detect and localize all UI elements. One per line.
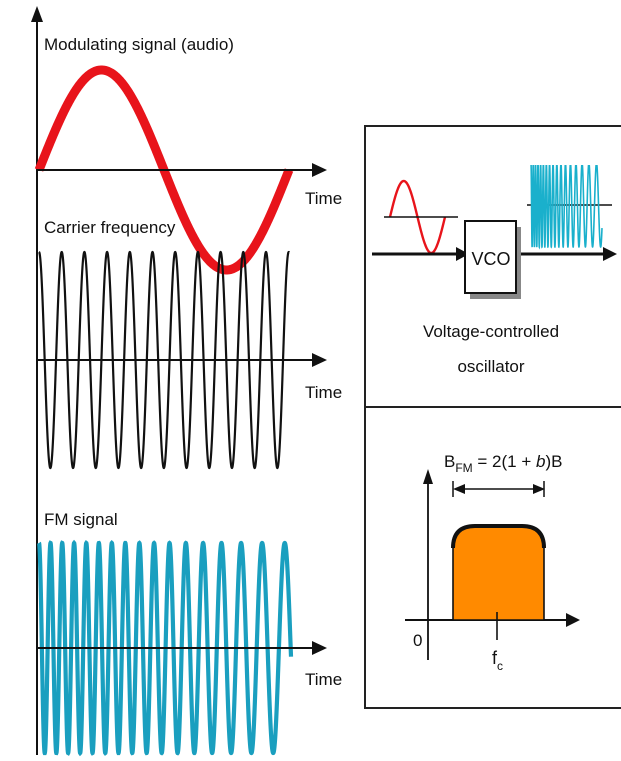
fm-signal-plot: FM signal Time	[37, 510, 342, 757]
fm-signal-label: FM signal	[44, 510, 118, 529]
vco-panel: VCO Voltage-controlled oscillator	[372, 165, 617, 376]
carrier-signal-plot: Carrier frequency Time	[37, 218, 342, 470]
right-panel-border	[364, 125, 621, 709]
vertical-axis-arrowhead	[31, 6, 43, 22]
modulating-signal-label: Modulating signal (audio)	[44, 35, 234, 54]
spectrum-horizontal-arrowhead	[566, 613, 580, 627]
carrier-waveform	[38, 250, 290, 470]
spectrum-panel: BFM = 2(1 + b)B fc 0	[405, 452, 580, 673]
modulating-time-arrowhead	[312, 163, 327, 177]
carrier-signal-label: Carrier frequency	[44, 218, 176, 237]
formula-b: B	[444, 452, 455, 471]
bandwidth-left-arrowhead	[453, 484, 465, 494]
bandwidth-formula: BFM = 2(1 + b)B	[444, 452, 562, 475]
vco-box-label: VCO	[471, 249, 510, 269]
right-panel	[364, 125, 621, 709]
carrier-time-arrowhead	[312, 353, 327, 367]
fm-time-arrowhead	[312, 641, 327, 655]
formula-subscript-fm: FM	[455, 461, 472, 475]
vco-output-arrowhead	[603, 247, 617, 261]
center-frequency-subscript: c	[497, 659, 503, 673]
center-frequency-f: f	[492, 648, 498, 668]
spectrum-band	[452, 525, 545, 621]
formula-beta: b	[536, 452, 545, 471]
vco-box	[464, 220, 517, 294]
center-frequency-label: fc	[492, 648, 503, 673]
fm-waveform	[37, 539, 294, 757]
modulating-time-label: Time	[305, 189, 342, 208]
spectrum-vertical-arrowhead	[423, 469, 433, 484]
left-vertical-axis	[31, 6, 43, 755]
vco-caption-line1: Voltage-controlled	[423, 322, 559, 341]
vco-caption-line2: oscillator	[457, 357, 524, 376]
formula-equals: = 2(1 +	[473, 452, 536, 471]
bandwidth-right-arrowhead	[533, 484, 545, 494]
vco-output-waveform	[530, 165, 603, 250]
vco-input-arrowhead	[456, 247, 469, 261]
spectrum-origin-label: 0	[413, 631, 422, 650]
carrier-time-label: Time	[305, 383, 342, 402]
spectrum-band-top	[451, 524, 546, 549]
modulating-signal-plot: Modulating signal (audio) Time	[34, 35, 342, 275]
formula-tail: )B	[545, 452, 562, 471]
fm-time-label: Time	[305, 670, 342, 689]
